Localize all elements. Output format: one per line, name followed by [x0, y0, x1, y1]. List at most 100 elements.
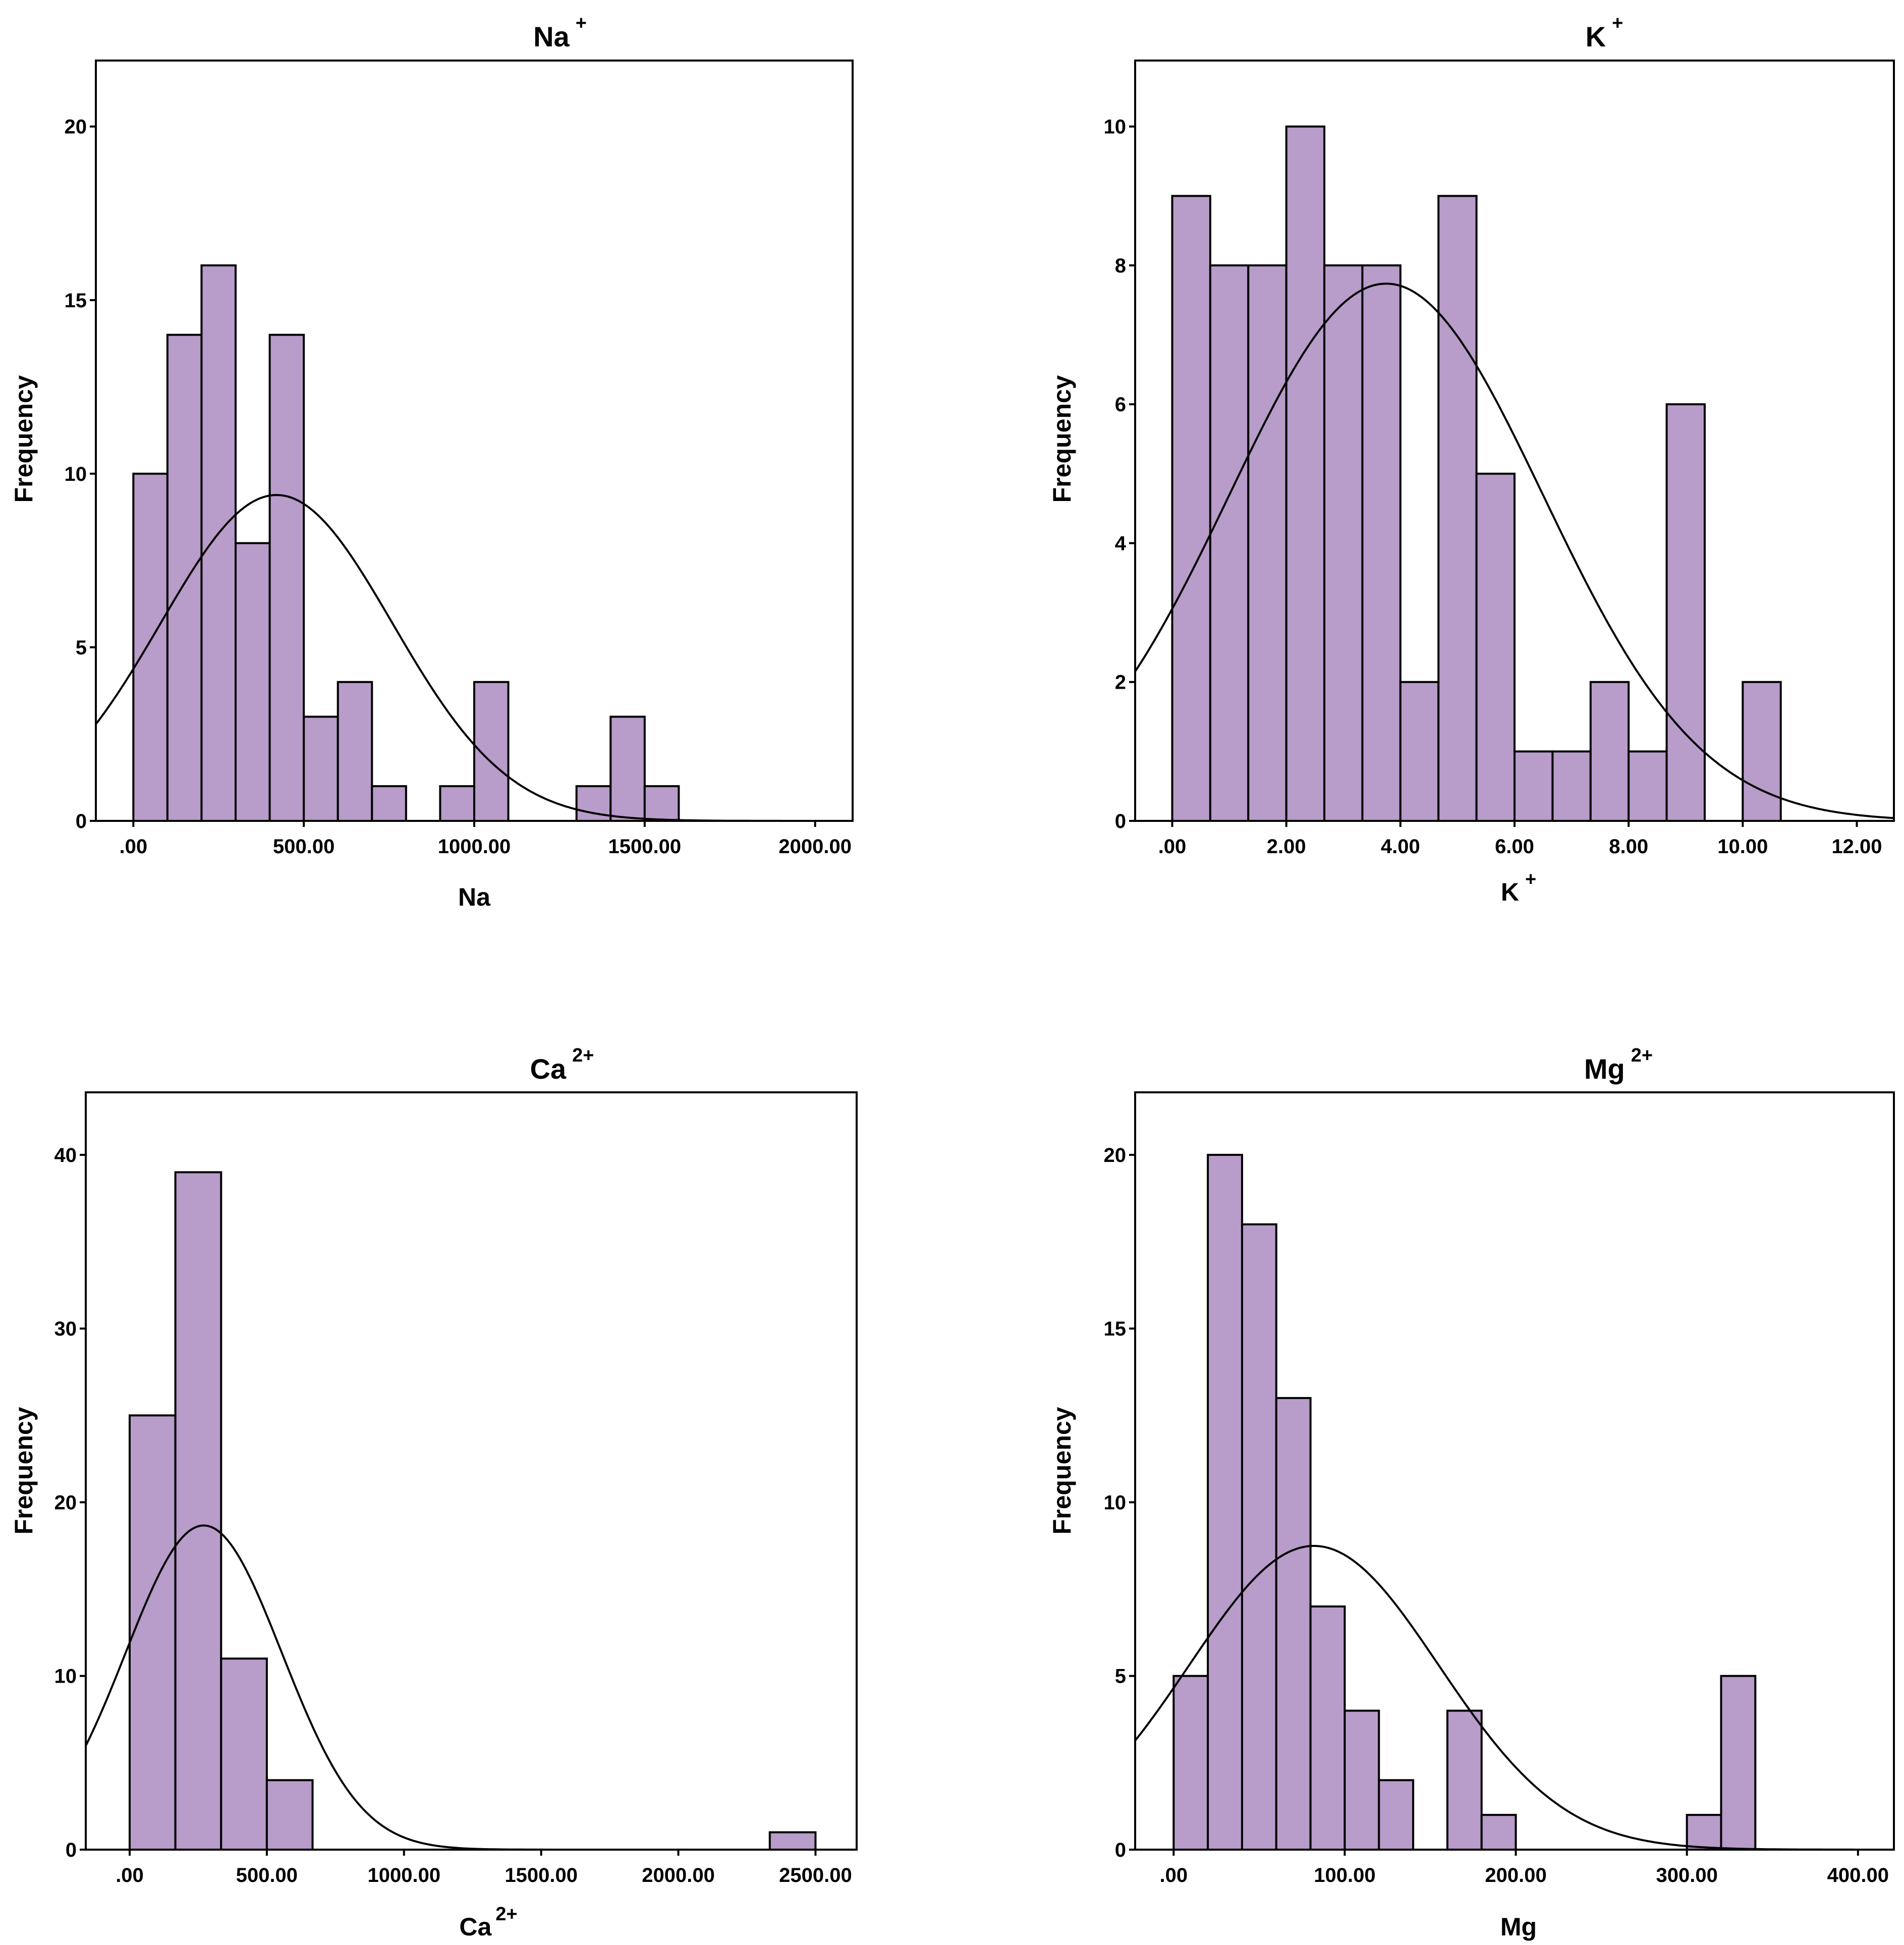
chart-title: K — [1586, 21, 1606, 52]
histogram-bar — [1247, 264, 1287, 822]
chart-title-superscript: 2+ — [572, 1045, 594, 1066]
x-axis-label: Na — [458, 883, 491, 911]
x-tick-label: .00 — [116, 1864, 144, 1886]
histogram-bar — [268, 334, 305, 822]
y-tick-label: 2 — [1115, 672, 1126, 694]
y-tick-label: 6 — [1115, 394, 1126, 416]
histogram-bar — [1665, 403, 1706, 822]
histogram-bar — [1551, 750, 1592, 822]
x-tick-label: 2500.00 — [779, 1864, 852, 1886]
histogram-bar — [1209, 264, 1250, 822]
histogram-bar — [1480, 1814, 1517, 1851]
y-tick-label: 4 — [1115, 532, 1127, 554]
chart-title: Na — [533, 21, 570, 52]
x-tick-label: 1000.00 — [438, 836, 511, 858]
y-tick-label: 20 — [65, 116, 87, 138]
histogram-bar — [129, 1414, 177, 1851]
svg-text:Ca2+: Ca 2+ — [530, 1045, 594, 1085]
x-tick-label: 8.00 — [1609, 836, 1648, 858]
chart-title-superscript: 2+ — [1631, 1045, 1653, 1066]
x-tick-label: 6.00 — [1495, 836, 1534, 858]
x-tick-label: 2000.00 — [642, 1864, 715, 1886]
histogram-bar — [337, 681, 373, 822]
x-tick-label: 100.00 — [1314, 1864, 1375, 1886]
x-axis-label-superscript: + — [1525, 869, 1536, 890]
histogram-bar — [1361, 264, 1402, 822]
y-tick-label: 0 — [1115, 1839, 1126, 1861]
y-axis-label: Frequency — [10, 1407, 38, 1534]
x-tick-label: .00 — [120, 836, 148, 858]
histogram-bar — [132, 472, 169, 822]
histogram-bar — [609, 715, 646, 822]
histogram-bar — [1275, 1397, 1312, 1851]
histogram-bar — [1720, 1675, 1757, 1851]
plot-frame — [1134, 1091, 1895, 1851]
x-tick-label: 400.00 — [1827, 1864, 1889, 1886]
y-tick-label: 10 — [1104, 1491, 1127, 1514]
x-tick-label: 300.00 — [1656, 1864, 1717, 1886]
histogram-bar — [643, 785, 680, 822]
x-tick-label: .00 — [1158, 836, 1187, 858]
histogram-bar — [1343, 1709, 1380, 1851]
y-tick-label: 30 — [54, 1318, 77, 1340]
x-axis-label: K — [1501, 878, 1519, 906]
histogram-bar — [1742, 681, 1782, 822]
histogram-bar — [768, 1831, 817, 1851]
x-tick-label: 4.00 — [1381, 836, 1420, 858]
y-tick-label: 20 — [54, 1491, 77, 1514]
histogram-bar — [1285, 125, 1326, 822]
chart-na: Na + Na Frequency 0 5 10 15 20 .00 500.00 1000.0… — [10, 13, 854, 911]
svg-text:Mg2+: Mg 2+ — [1584, 1045, 1653, 1085]
histogram-bar — [303, 715, 339, 822]
normal-curve — [1134, 283, 1894, 819]
x-tick-label: 10.00 — [1717, 836, 1768, 858]
x-tick-label: 12.00 — [1831, 836, 1882, 858]
x-tick-label: 1500.00 — [608, 836, 682, 858]
histogram-bar — [1171, 195, 1211, 822]
y-axis-label: Frequency — [1048, 1407, 1076, 1534]
histogram-bar — [220, 1657, 268, 1851]
y-tick-label: 10 — [54, 1665, 77, 1688]
x-tick-label: 1000.00 — [367, 1864, 440, 1886]
x-tick-label: 200.00 — [1485, 1864, 1546, 1886]
histogram-bar — [174, 1171, 222, 1851]
histogram-bar — [1514, 750, 1554, 822]
x-tick-label: .00 — [1159, 1864, 1188, 1886]
histogram-bar — [439, 785, 475, 822]
histogram-bar — [235, 542, 271, 822]
y-tick-label: 20 — [1104, 1144, 1127, 1166]
y-tick-label: 10 — [1104, 116, 1127, 138]
histogram-bar — [1172, 1675, 1209, 1851]
histogram-bar — [1628, 750, 1668, 822]
histogram-bar — [166, 334, 203, 822]
chart-title-superscript: + — [576, 13, 587, 34]
histogram-bar — [1446, 1709, 1483, 1851]
svg-text:Mg: Mg — [1500, 1913, 1537, 1941]
histogram-bar — [265, 1779, 314, 1851]
plot-area-na: 0 5 10 15 20 .00 500.00 1000.00 1500.00 2000.00 — [65, 60, 854, 858]
histogram-bar — [1686, 1814, 1722, 1851]
y-tick-label: 15 — [65, 290, 87, 312]
y-tick-label: 0 — [1115, 810, 1126, 832]
histogram-bar — [1437, 195, 1478, 822]
y-axis-label: Frequency — [10, 375, 38, 503]
chart-title-superscript: + — [1612, 13, 1623, 34]
chart-title: Mg — [1584, 1053, 1625, 1085]
y-tick-label: 15 — [1104, 1318, 1127, 1340]
svg-text:K+: K + — [1586, 13, 1623, 52]
chart-title: Ca — [530, 1053, 567, 1085]
x-axis-label: Ca — [459, 1913, 492, 1941]
chart-mg: Mg 2+ Mg Frequency 0 5 10 15 20 .00 100.00 200.0… — [1048, 1045, 1895, 1941]
histogram-bar — [200, 264, 237, 822]
y-tick-label: 8 — [1115, 255, 1126, 277]
x-tick-label: 500.00 — [236, 1864, 298, 1886]
x-tick-label: 2000.00 — [778, 836, 852, 858]
x-tick-label: 1500.00 — [505, 1864, 578, 1886]
x-axis-label-superscript: 2+ — [495, 1904, 517, 1925]
histogram-bar — [1378, 1779, 1415, 1851]
histogram-bar — [1475, 472, 1516, 822]
y-tick-label: 5 — [76, 637, 87, 659]
